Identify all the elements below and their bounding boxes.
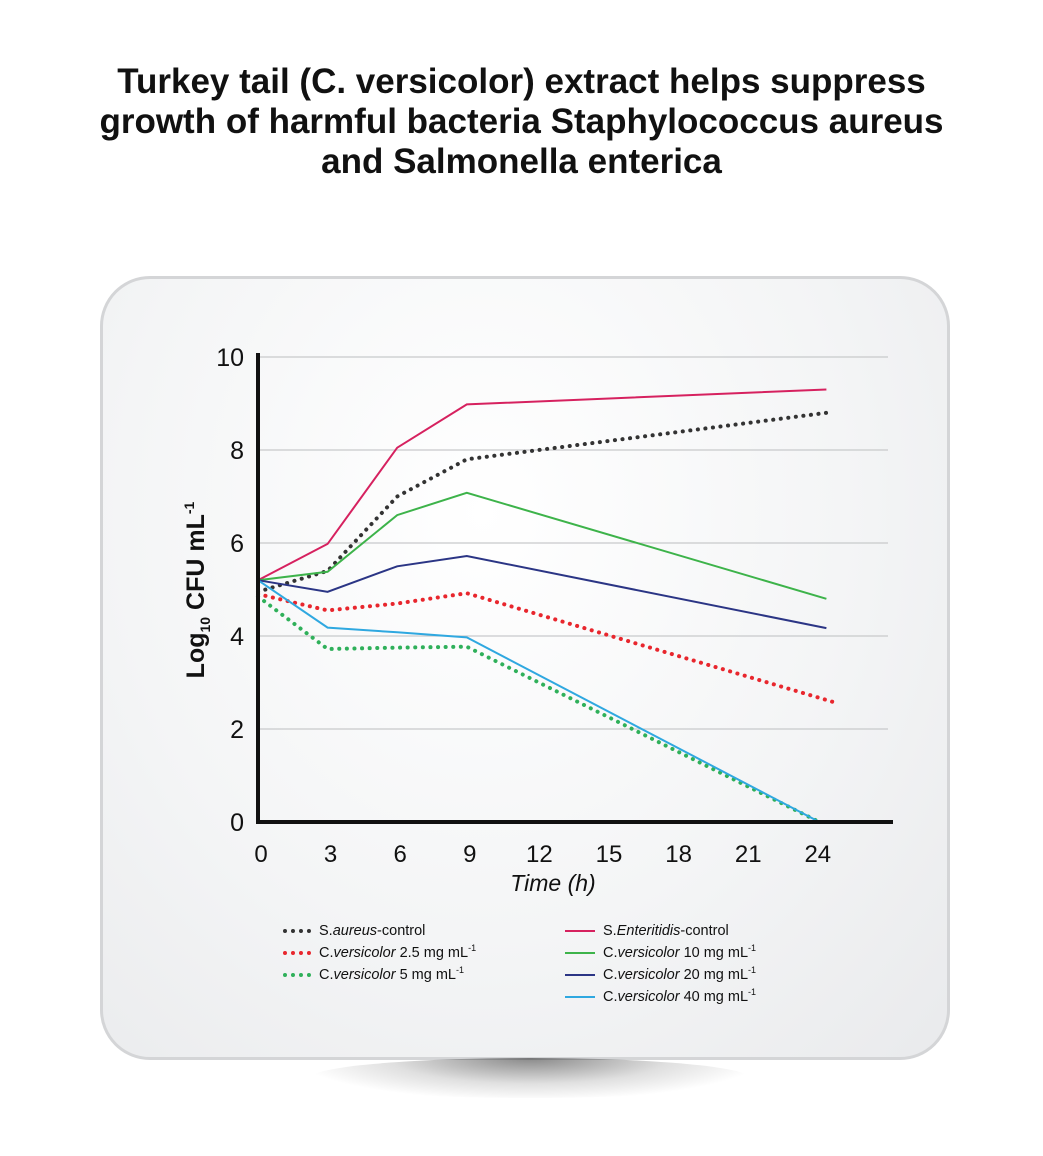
legend-item: C.versicolor 10 mg mL-1 [565,942,756,964]
legend-label: C.versicolor 20 mg mL-1 [603,964,757,983]
y-axis-label: Log10 CFU mL-1 [181,501,213,678]
chart-title: Turkey tail (C. versicolor) extract help… [99,62,944,181]
series-line-3 [256,594,822,824]
legend-label: C.versicolor 5 mg mL-1 [319,964,464,983]
y-axis-label-sub: 10 [197,617,213,633]
y-axis-label-main: Log [182,632,210,678]
legend-swatch [565,996,595,998]
legend-item: S.Enteritidis-control [565,920,756,942]
y-tick-label: 10 [216,344,244,372]
series-line-4 [257,388,827,582]
legend-swatch [565,930,595,932]
y-tick-label: 2 [230,716,244,744]
axes [256,353,893,824]
series-line-1 [256,410,829,594]
y-axis-label-rest: CFU mL [182,514,210,617]
legend-left: S.aureus-control C.versicolor 2.5 mg mL-1… [283,920,476,986]
y-tick-label: 8 [230,437,244,465]
legend-swatch [565,952,595,954]
legend-swatch [283,929,311,933]
y-tick-label: 0 [230,809,244,837]
legend-label: S.Enteritidis-control [603,922,729,939]
series-line-6 [257,554,827,630]
x-tick-label: 21 [735,841,762,868]
card-shadow [310,1058,750,1098]
legend-swatch [283,973,311,977]
x-tick-label: 6 [394,841,407,868]
x-tick-label: 15 [596,841,623,868]
legend-item: C.versicolor 2.5 mg mL-1 [283,942,476,964]
legend-label: C.versicolor 10 mg mL-1 [603,942,757,961]
legend-swatch [283,951,311,955]
legend-label: S.aureus-control [319,922,426,939]
legend-swatch [565,974,595,976]
y-axis-label-sup: -1 [181,501,197,514]
legend-item: C.versicolor 40 mg mL-1 [565,986,756,1008]
legend-item: C.versicolor 20 mg mL-1 [565,964,756,986]
series-line-2 [256,591,840,706]
x-axis-label: Time (h) [510,870,595,896]
legend-item: S.aureus-control [283,920,476,942]
x-tick-label: 0 [254,841,267,868]
legend-label: C.versicolor 2.5 mg mL-1 [319,942,477,961]
x-tick-label: 9 [463,841,476,868]
series-line-7 [257,579,820,823]
y-tick-label: 4 [230,623,244,651]
legend-right: S.Enteritidis-control C.versicolor 10 mg … [565,920,756,1008]
x-tick-label: 18 [665,841,692,868]
y-tick-label: 6 [230,530,244,558]
x-tick-label: 12 [526,841,553,868]
series-line-5 [257,491,827,600]
series-lines [256,388,840,824]
x-tick-label: 24 [804,841,831,868]
chart-card [100,276,950,1060]
legend-item: C.versicolor 5 mg mL-1 [283,964,476,986]
gridlines [258,356,888,730]
legend-label: C.versicolor 40 mg mL-1 [603,986,757,1005]
x-tick-label: 3 [324,841,337,868]
